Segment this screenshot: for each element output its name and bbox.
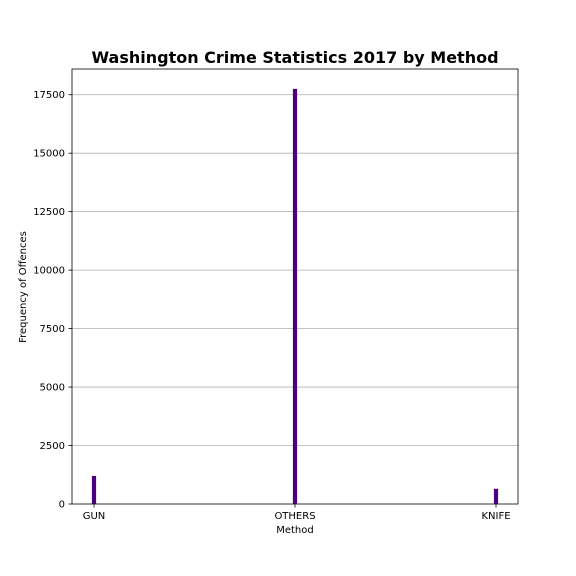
bar-gun	[91, 475, 97, 504]
y-axis-label: Frequency of Offences	[18, 231, 29, 343]
y-tick-label: 12500	[33, 207, 65, 218]
x-ticks-layer: GUN OTHERS KNIFE	[83, 504, 511, 522]
y-ticks-layer: 0 2500 5000 7500 10000 12500 15000 17500	[33, 90, 72, 511]
bars-layer	[91, 88, 499, 505]
y-tick-label: 17500	[33, 90, 65, 101]
y-tick-label: 5000	[40, 383, 65, 394]
y-tick-label: 0	[59, 500, 65, 511]
bar-knife	[493, 488, 499, 504]
bar-others	[292, 88, 298, 505]
x-tick-label: KNIFE	[481, 511, 510, 522]
y-tick-label: 2500	[40, 441, 65, 452]
y-tick-label: 10000	[33, 266, 65, 277]
y-tick-label: 15000	[33, 149, 65, 160]
y-tick-label: 7500	[40, 324, 65, 335]
chart-title: Washington Crime Statistics 2017 by Meth…	[91, 48, 498, 67]
x-axis-label: Method	[276, 525, 314, 536]
x-tick-label: OTHERS	[274, 511, 315, 522]
x-tick-label: GUN	[83, 511, 106, 522]
